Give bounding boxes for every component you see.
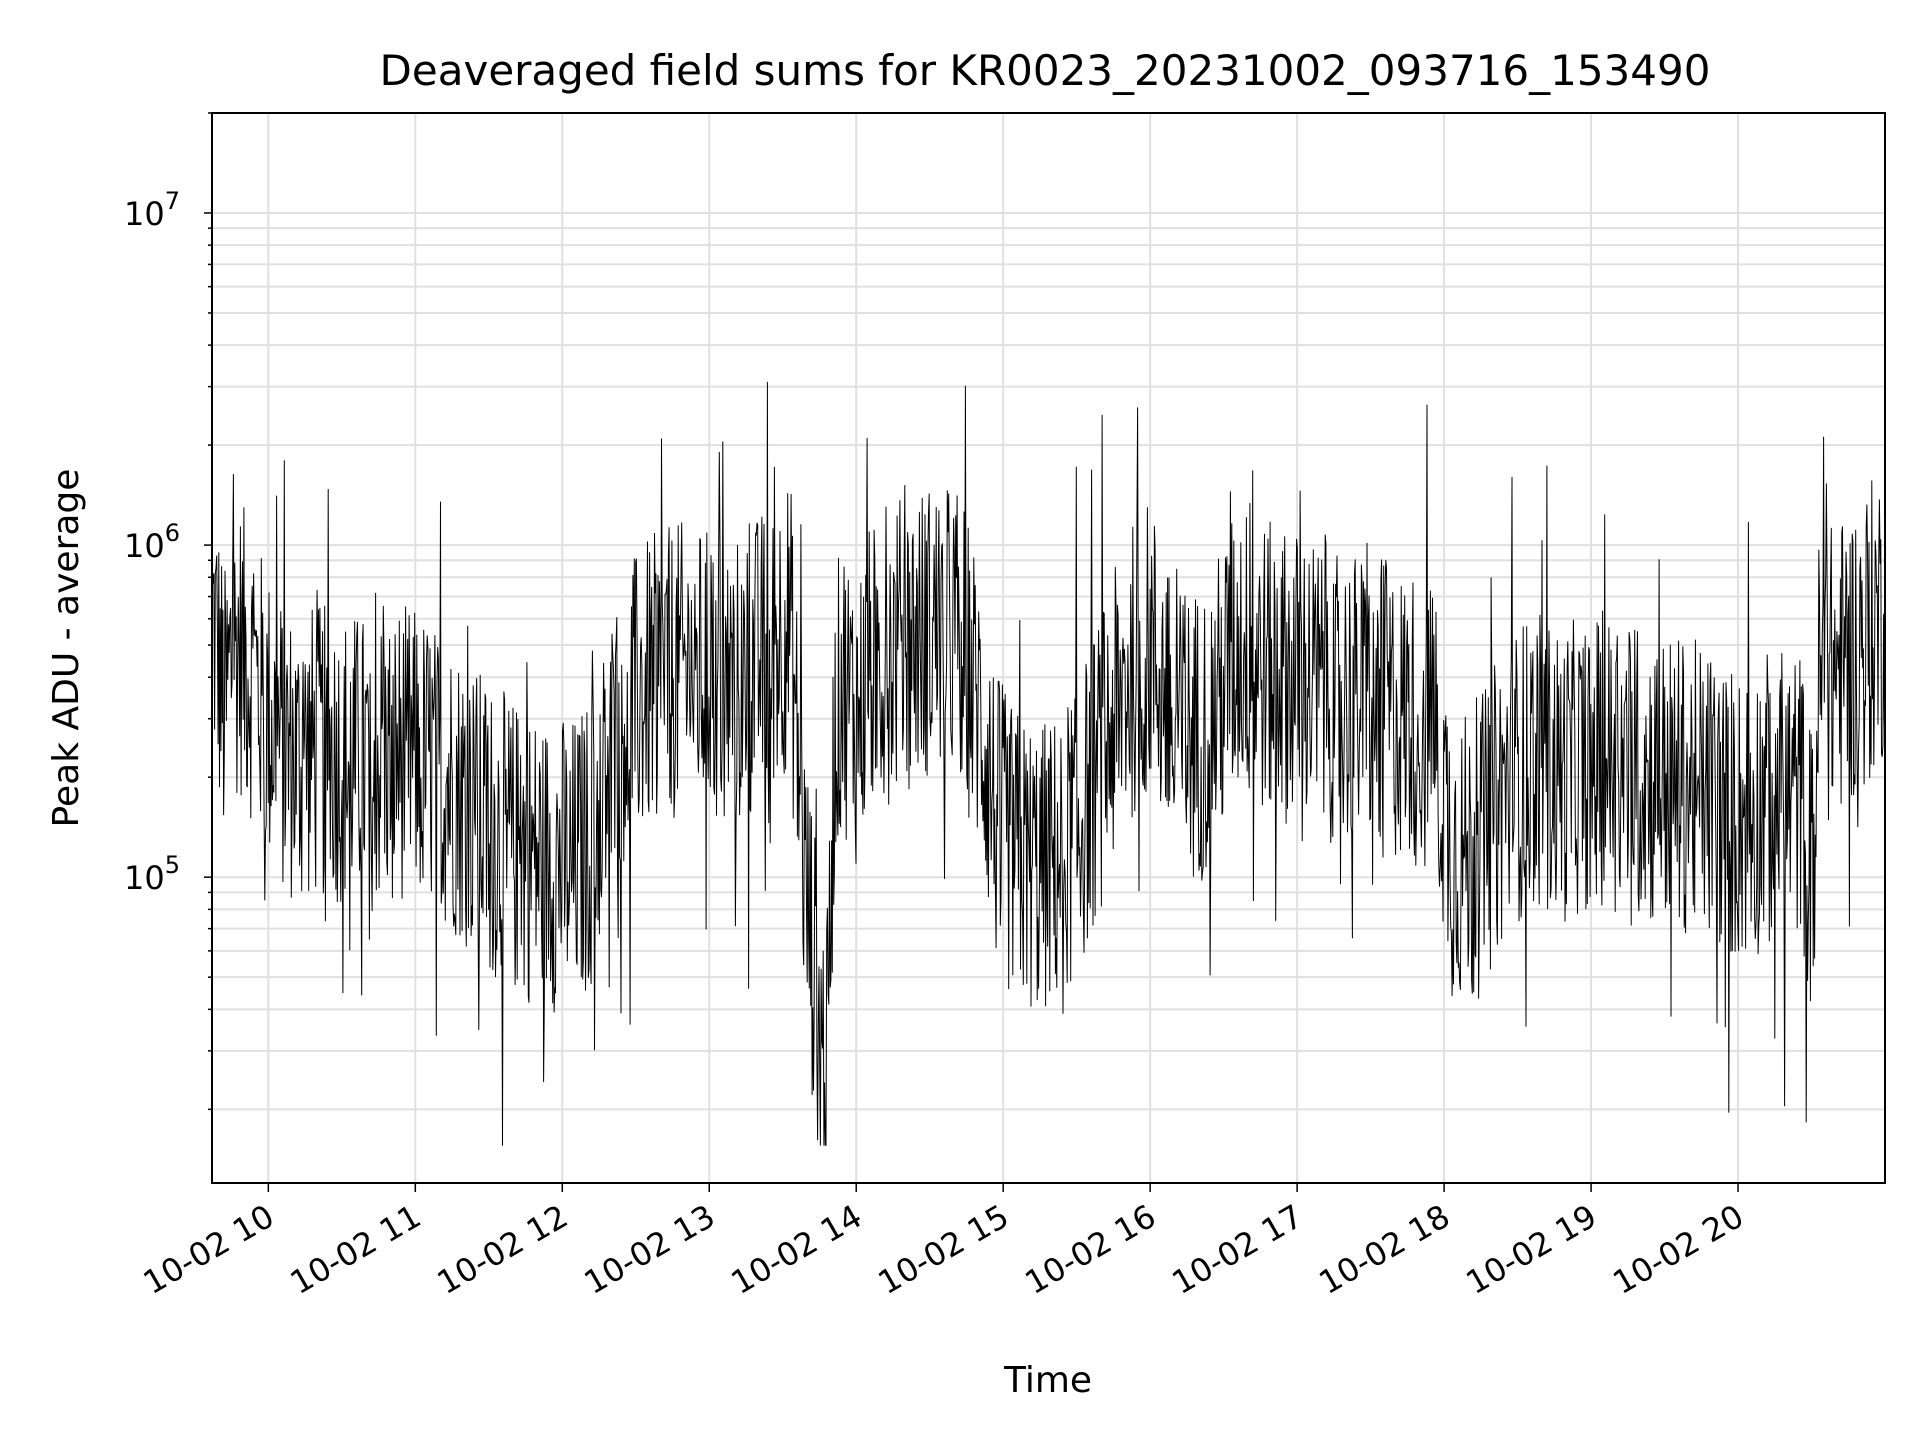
y-tick-label-base: 10	[124, 527, 165, 565]
y-tick-label: 105	[124, 851, 180, 897]
y-tick-label-exponent: 7	[165, 187, 180, 215]
y-axis-label: Peak ADU - average	[46, 469, 87, 828]
plot-area-frame	[211, 112, 1886, 1184]
y-tick-label-exponent: 5	[165, 851, 180, 879]
y-tick-label: 106	[124, 519, 180, 565]
chart-title: Deaveraged field sums for KR0023_2023100…	[380, 46, 1711, 95]
y-tick-label: 107	[124, 187, 180, 233]
series-line	[212, 381, 1886, 1146]
y-tick-label-base: 10	[124, 859, 165, 897]
y-tick-label-exponent: 6	[165, 519, 180, 547]
y-tick-label-base: 10	[124, 195, 165, 233]
x-axis-label: Time	[1003, 1360, 1092, 1401]
series-layer	[212, 381, 1886, 1146]
